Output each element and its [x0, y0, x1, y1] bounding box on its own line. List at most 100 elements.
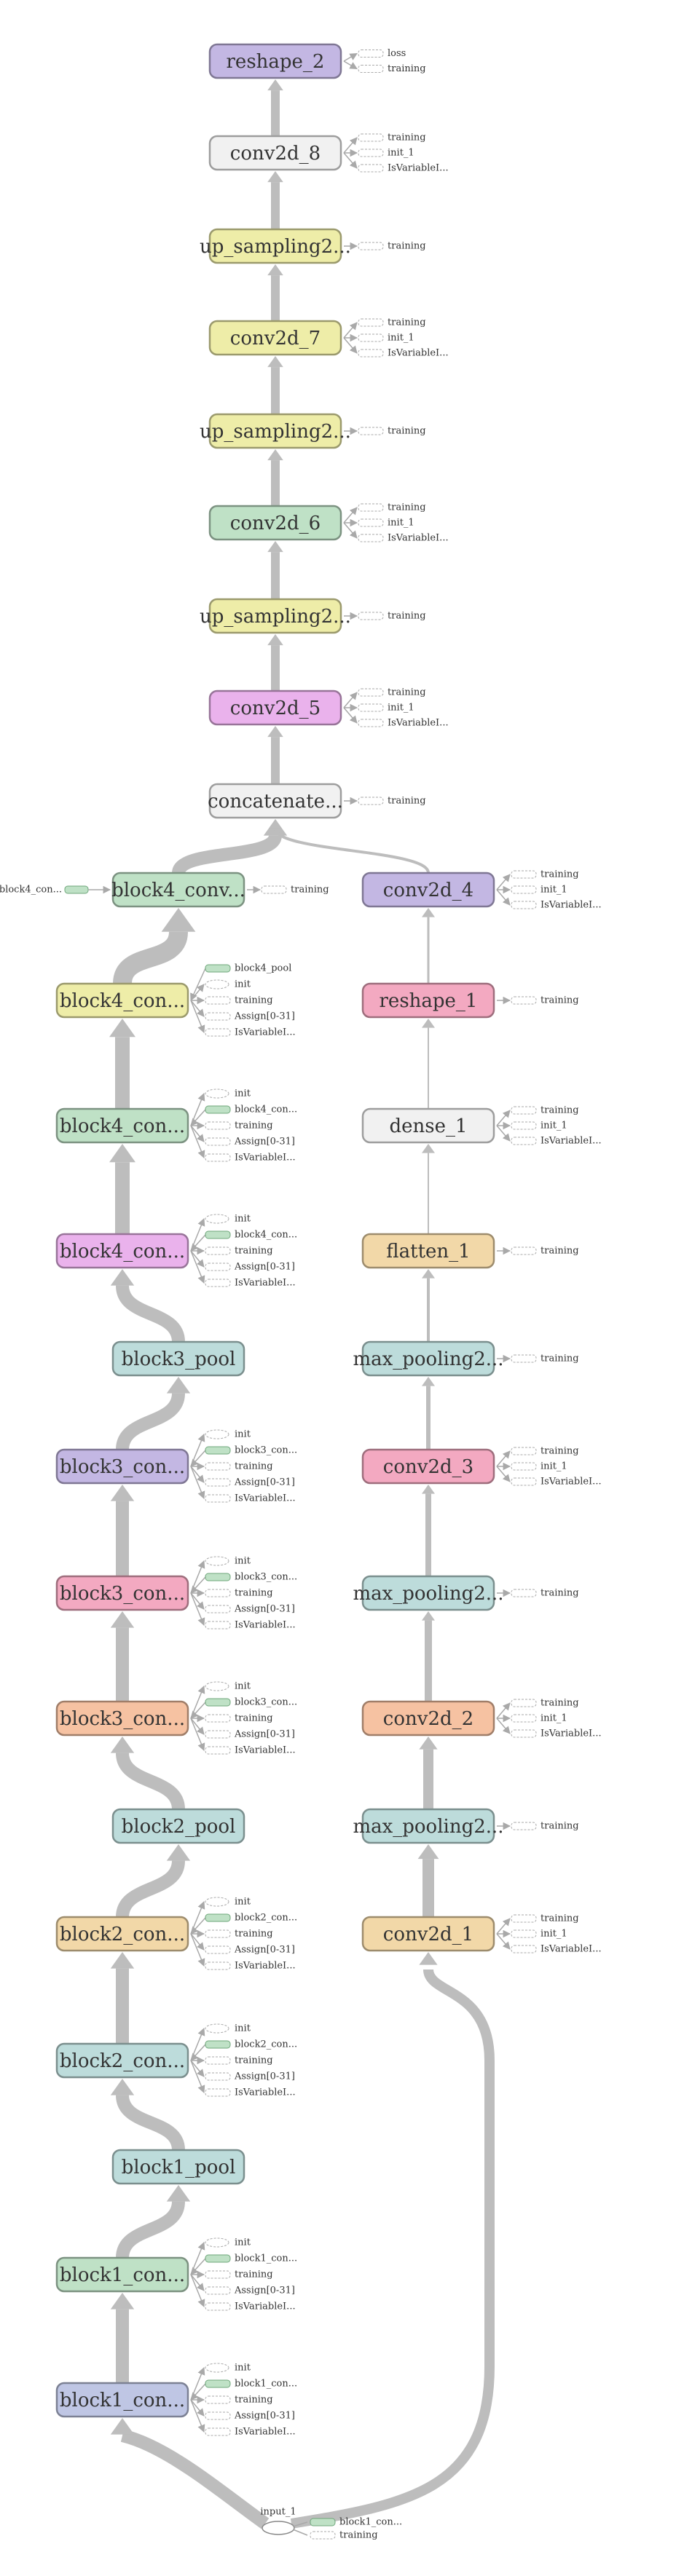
aux-item-isvar[interactable]: IsVariableI...: [358, 718, 449, 729]
aux-item-isvar[interactable]: IsVariableI...: [511, 900, 602, 911]
aux-item-input[interactable]: block4_con...: [205, 1230, 297, 1241]
aux-item-training[interactable]: training: [205, 1713, 273, 1724]
aux-item-training[interactable]: training: [205, 2395, 273, 2406]
node-block3-con-3[interactable]: block3_con...: [55, 1448, 189, 1485]
aux-item-training[interactable]: training: [511, 1354, 579, 1364]
aux-item-init[interactable]: init: [205, 1429, 251, 1440]
aux-item-isvar[interactable]: IsVariableI...: [358, 163, 449, 174]
aux-item-init[interactable]: init: [205, 2237, 251, 2248]
node-block2-con-1[interactable]: block2_con...: [55, 2042, 189, 2079]
aux-item-init_1[interactable]: init_1: [358, 333, 414, 344]
aux-item-isvar[interactable]: IsVariableI...: [205, 1961, 296, 1972]
aux-item-input[interactable]: block4_con...: [205, 1105, 297, 1115]
aux-item-training[interactable]: training: [511, 1105, 579, 1116]
node-block4-con-3[interactable]: block4_con...: [55, 982, 189, 1019]
aux-item-isvar[interactable]: IsVariableI...: [511, 1477, 602, 1487]
aux-item-isvar[interactable]: IsVariableI...: [205, 2302, 296, 2312]
aux-item-init_1[interactable]: init_1: [511, 885, 567, 896]
aux-item-init_1[interactable]: init_1: [358, 703, 414, 714]
aux-item-training[interactable]: training: [511, 1698, 579, 1709]
aux-item-init[interactable]: init: [205, 979, 251, 990]
node-block1-con-2[interactable]: block1_con...: [55, 2256, 189, 2293]
aux-item-training[interactable]: training: [358, 502, 426, 513]
aux-item-assign[interactable]: Assign[0-31]: [205, 1604, 295, 1615]
aux-item-training[interactable]: training: [358, 687, 426, 698]
aux-item-training[interactable]: training: [511, 869, 579, 880]
node-block1-pool[interactable]: block1_pool: [111, 2149, 245, 2185]
node-concatenate[interactable]: concatenate...: [208, 783, 343, 819]
aux-item-training[interactable]: training: [358, 133, 426, 143]
node-block3-con-1[interactable]: block3_con...: [55, 1700, 189, 1737]
aux-item-training[interactable]: training: [358, 426, 426, 437]
node-conv2d-8[interactable]: conv2d_8: [208, 135, 342, 171]
aux-item-training[interactable]: training: [358, 241, 426, 252]
aux-item-init_1[interactable]: init_1: [511, 1713, 567, 1724]
aux-item-assign[interactable]: Assign[0-31]: [205, 1945, 295, 1956]
node-up-sampling2d-c[interactable]: up_sampling2...: [200, 228, 351, 264]
aux-item-training[interactable]: training: [511, 995, 579, 1006]
aux-item-isvar[interactable]: IsVariableI...: [205, 1027, 296, 1038]
node-reshape-2[interactable]: reshape_2: [208, 43, 342, 79]
aux-item-training[interactable]: training: [511, 1913, 579, 1924]
aux-item-training[interactable]: training: [358, 63, 426, 74]
node-block2-pool[interactable]: block2_pool: [111, 1808, 245, 1844]
aux-item-input[interactable]: block3_con...: [205, 1445, 297, 1456]
aux-item-init[interactable]: init: [205, 1556, 251, 1567]
aux-item-input[interactable]: block1_con...: [205, 2253, 297, 2264]
node-conv2d-6[interactable]: conv2d_6: [208, 505, 342, 541]
aux-item-input[interactable]: block1_con...: [310, 2517, 402, 2528]
aux-item-training[interactable]: training: [511, 1821, 579, 1832]
node-block4-con-1[interactable]: block4_con...: [55, 1233, 189, 1269]
aux-item-isvar[interactable]: IsVariableI...: [205, 1278, 296, 1289]
node-conv2d-1[interactable]: conv2d_1: [361, 1916, 495, 1952]
node-max-pooling-c[interactable]: max_pooling2...: [353, 1340, 504, 1377]
aux-item-training[interactable]: training: [358, 317, 426, 328]
node-conv2d-4[interactable]: conv2d_4: [361, 872, 495, 908]
aux-item-isvar[interactable]: IsVariableI...: [205, 1745, 296, 1756]
aux-item-training[interactable]: training: [205, 1121, 273, 1131]
aux-item-training[interactable]: training: [205, 1246, 273, 1257]
aux-item-init_1[interactable]: init_1: [358, 148, 414, 159]
aux-item-init[interactable]: init: [205, 1681, 251, 1692]
aux-item-init[interactable]: init: [205, 1214, 251, 1225]
aux-item-training[interactable]: training: [511, 1246, 579, 1257]
aux-item-input[interactable]: block2_con...: [205, 2039, 297, 2050]
node-block1-con-1[interactable]: block1_con...: [55, 2382, 189, 2418]
aux-item-training[interactable]: training: [205, 2055, 273, 2066]
aux-item-init_1[interactable]: init_1: [511, 1929, 567, 1940]
aux-item-input[interactable]: block4_pool: [205, 963, 291, 974]
aux-item-isvar[interactable]: IsVariableI...: [205, 1493, 296, 1504]
aux-item-training[interactable]: training: [205, 1588, 273, 1599]
aux-item-isvar[interactable]: IsVariableI...: [511, 1944, 602, 1955]
node-input-1[interactable]: input_1: [260, 2507, 296, 2535]
aux-item-init[interactable]: init: [205, 2363, 251, 2374]
aux-item-isvar[interactable]: IsVariableI...: [205, 1620, 296, 1631]
aux-item-training[interactable]: training: [358, 611, 426, 622]
aux-item-training[interactable]: training: [511, 1588, 579, 1599]
node-block3-con-2[interactable]: block3_con...: [55, 1575, 189, 1611]
node-conv2d-3[interactable]: conv2d_3: [361, 1448, 495, 1485]
node-block4-con-2[interactable]: block4_con...: [55, 1107, 189, 1144]
aux-item-input[interactable]: block3_con...: [205, 1697, 297, 1708]
aux-item-training[interactable]: training: [205, 1929, 273, 1940]
node-block4-conv-top[interactable]: block4_conv...: [111, 872, 245, 908]
aux-item-assign[interactable]: Assign[0-31]: [205, 1729, 295, 1740]
aux-item-init[interactable]: init: [205, 1897, 251, 1908]
aux-item-isvar[interactable]: IsVariableI...: [511, 1728, 602, 1739]
aux-item-assign[interactable]: Assign[0-31]: [205, 1262, 295, 1273]
aux-item-assign[interactable]: Assign[0-31]: [205, 1011, 295, 1022]
node-up-sampling2d-a[interactable]: up_sampling2...: [200, 598, 351, 634]
node-conv2d-5[interactable]: conv2d_5: [208, 690, 342, 726]
node-block2-con-2[interactable]: block2_con...: [55, 1916, 189, 1952]
aux-item-isvar[interactable]: IsVariableI...: [358, 348, 449, 359]
aux-item-init[interactable]: init: [205, 1089, 251, 1099]
aux-item-isvar[interactable]: IsVariableI...: [205, 2427, 296, 2438]
node-conv2d-2[interactable]: conv2d_2: [361, 1700, 495, 1737]
node-up-sampling2d-b[interactable]: up_sampling2...: [200, 413, 351, 449]
aux-item-assign[interactable]: Assign[0-31]: [205, 1137, 295, 1147]
node-max-pooling-a[interactable]: max_pooling2...: [353, 1808, 504, 1844]
aux-item-init_1[interactable]: init_1: [358, 518, 414, 529]
aux-item-training[interactable]: training: [310, 2530, 378, 2541]
aux-item-training[interactable]: training: [205, 2269, 273, 2280]
aux-item-isvar[interactable]: IsVariableI...: [511, 1136, 602, 1147]
